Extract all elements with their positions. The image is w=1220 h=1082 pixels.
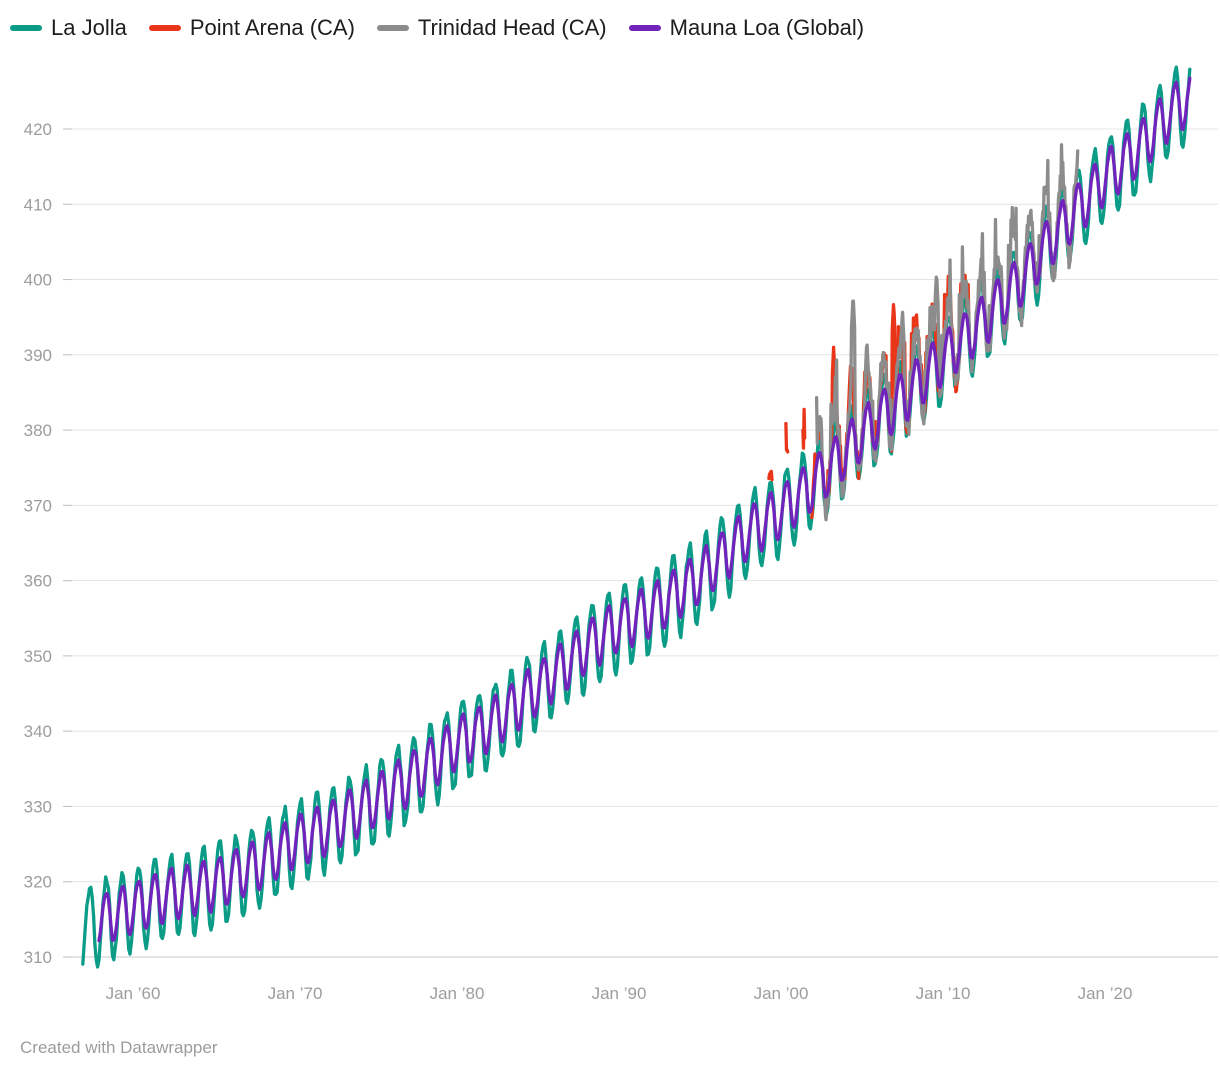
series-line-point-arena-ca xyxy=(784,421,790,454)
co2-line-chart: 310 320 330 340 350 360 370 380 390 400 410 420 Jan … xyxy=(24,65,1218,1003)
x-tick-label-2010: Jan ’10 xyxy=(916,984,971,1003)
legend-swatch-la-jolla xyxy=(10,25,42,31)
y-tick-label-340: 340 xyxy=(24,722,52,741)
y-tick-label-310: 310 xyxy=(24,948,52,967)
legend-item-mauna-loa-global: Mauna Loa (Global) xyxy=(628,15,865,40)
legend-swatch-trinidad-head-ca xyxy=(376,25,409,31)
y-tick-label-400: 400 xyxy=(24,271,52,290)
legend-label-mauna-loa-global: Mauna Loa (Global) xyxy=(669,15,865,40)
y-tick-label-390: 390 xyxy=(24,346,52,365)
legend-item-la-jolla: La Jolla xyxy=(10,17,127,39)
y-tick-label-370: 370 xyxy=(24,496,52,515)
series-line-mauna-loa-global xyxy=(97,76,1192,943)
y-tick-label-410: 410 xyxy=(24,195,52,214)
series-line-point-arena-ca xyxy=(767,469,774,482)
x-tick-label-1990: Jan ’90 xyxy=(592,984,647,1003)
y-tick-label-420: 420 xyxy=(24,120,52,139)
attribution: Created with Datawrapper xyxy=(20,1038,217,1058)
y-tick-label-330: 330 xyxy=(24,797,52,816)
x-tick-label-1960: Jan ’60 xyxy=(106,984,161,1003)
legend-item-trinidad-head-ca: Trinidad Head (CA) xyxy=(376,15,607,40)
legend-swatch-point-arena-ca xyxy=(148,25,181,31)
y-tick-label-360: 360 xyxy=(24,572,52,591)
y-tick-label-350: 350 xyxy=(24,647,52,666)
legend-swatch-mauna-loa-global xyxy=(628,25,661,31)
legend-label-trinidad-head-ca: Trinidad Head (CA) xyxy=(417,15,607,40)
x-tick-label-2000: Jan ’00 xyxy=(754,984,809,1003)
legend-label-la-jolla: La Jolla xyxy=(51,15,127,40)
attribution-text: Created with Datawrapper xyxy=(20,1038,218,1057)
series-line-la-jolla xyxy=(81,65,1192,969)
x-tick-label-2020: Jan ’20 xyxy=(1078,984,1133,1003)
legend: La Jolla Point Arena (CA) Trinidad Head (C… xyxy=(10,12,864,44)
y-tick-label-380: 380 xyxy=(24,421,52,440)
x-tick-label-1980: Jan ’80 xyxy=(430,984,485,1003)
x-tick-label-1970: Jan ’70 xyxy=(268,984,323,1003)
legend-label-point-arena-ca: Point Arena (CA) xyxy=(189,15,355,40)
y-tick-label-320: 320 xyxy=(24,873,52,892)
series-line-point-arena-ca xyxy=(801,407,807,450)
legend-item-point-arena-ca: Point Arena (CA) xyxy=(148,15,355,40)
